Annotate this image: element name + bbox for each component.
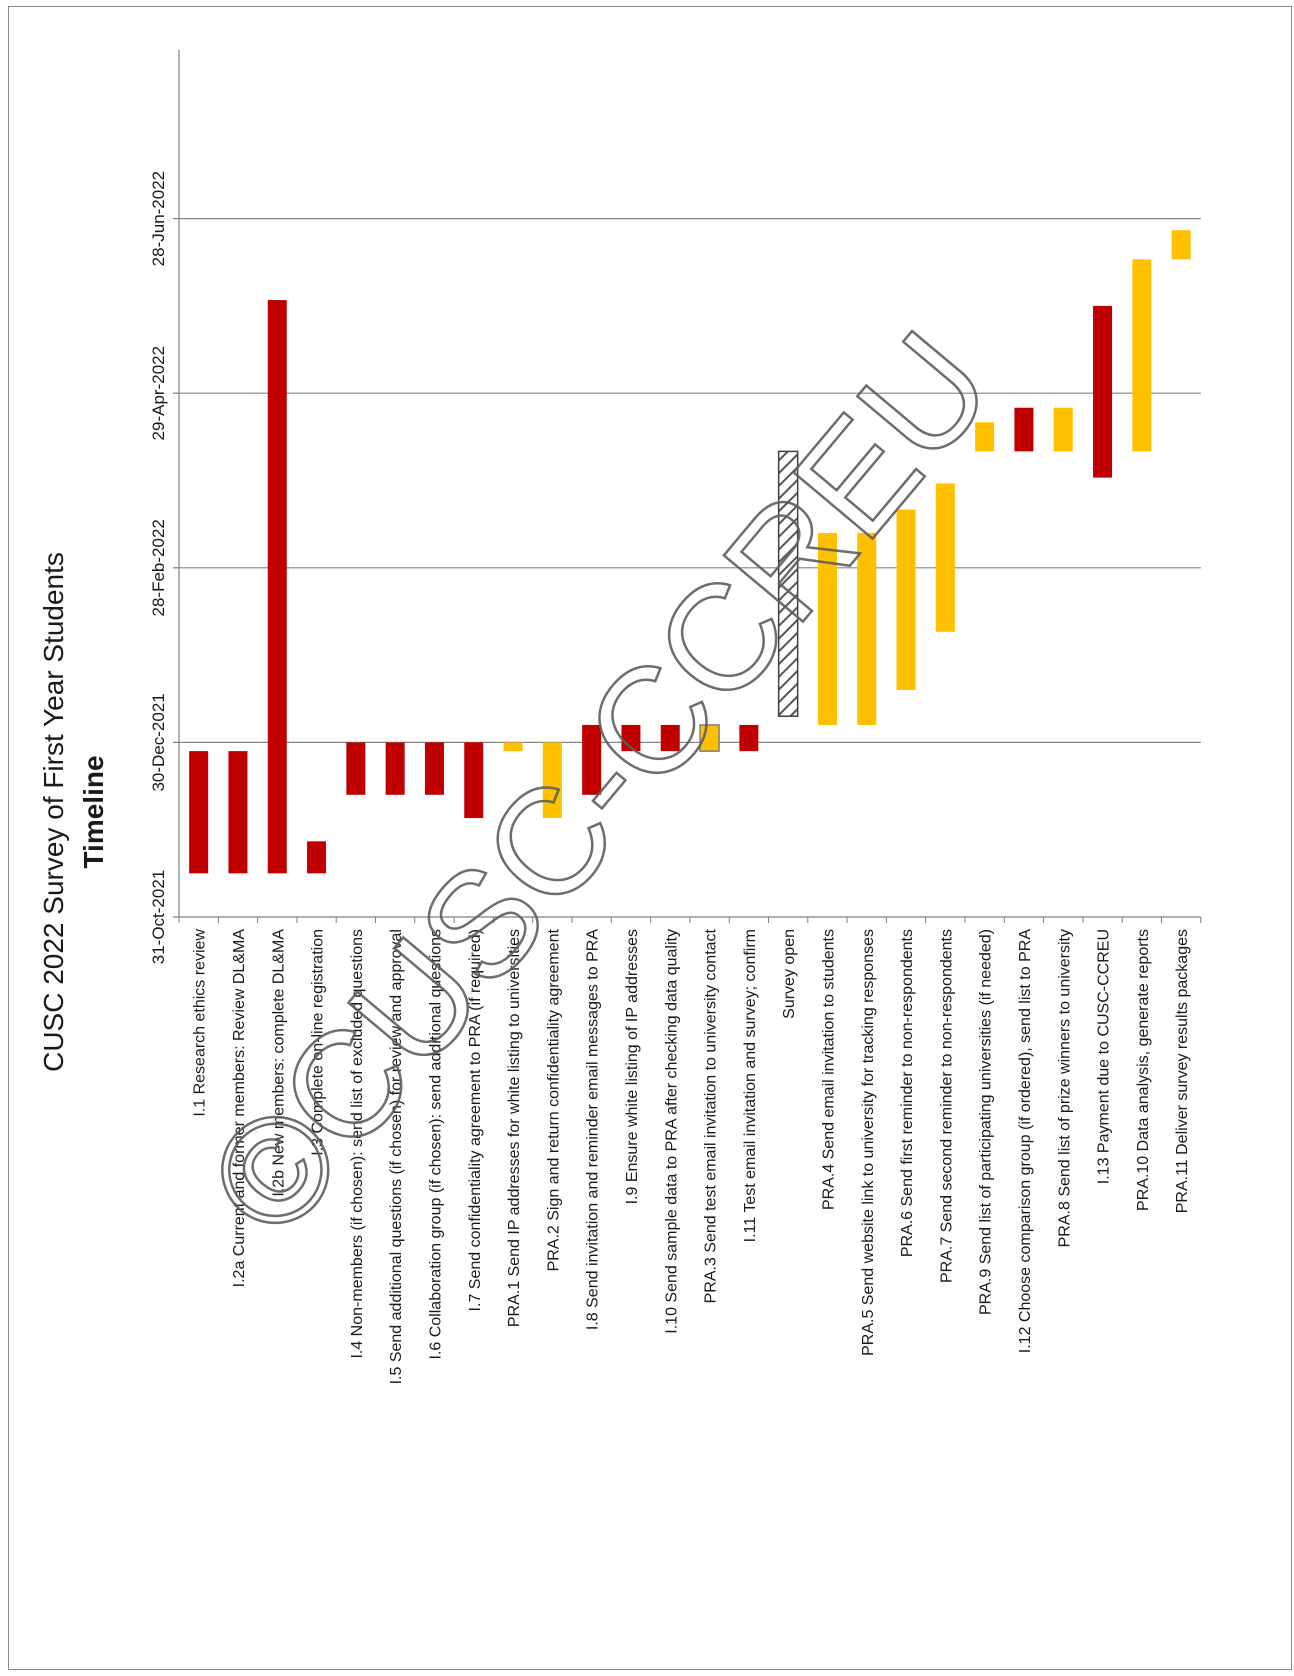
category-label: I.11 Test email invitation and survey; c… — [742, 929, 759, 1242]
category-label: PRA.7 Send second reminder to non-respon… — [938, 929, 955, 1283]
task-bar — [1053, 407, 1073, 452]
category-label: I.4 Non-members (if chosen): send list o… — [349, 929, 366, 1359]
task-bar — [817, 532, 837, 725]
task-bar — [385, 742, 405, 795]
task-bar — [503, 742, 523, 752]
task-bar — [582, 724, 602, 795]
task-bar — [228, 751, 248, 874]
category-label: PRA.11 Deliver survey results packages — [1174, 929, 1191, 1213]
task-bar — [935, 483, 955, 632]
category-label: I.3 Complete on-line registration — [310, 929, 327, 1156]
timeline-chart: 31-Oct-2021 30-Dec-2021 28-Feb-2022 29-Apr-… — [38, 49, 1202, 1385]
category-label: I.6 Collaboration group (if chosen): sen… — [427, 929, 444, 1360]
category-label: PRA.5 Send website link to university fo… — [860, 929, 877, 1356]
y-tick-label: 31-Oct-2021 — [149, 870, 168, 965]
category-label: I.13 Payment due to CUSC-CCREU — [1096, 929, 1113, 1184]
y-tick-label: 28-Jun-2022 — [149, 171, 168, 266]
category-label: PRA.4 Send email invitation to students — [820, 929, 837, 1210]
task-bar — [1093, 305, 1113, 478]
category-label: I.9 Ensure white listing of IP addresses — [624, 929, 641, 1204]
category-label: I.1 Research ethics review — [192, 929, 209, 1117]
task-bar — [346, 742, 366, 795]
category-label: I.2a Current and former members: Review … — [231, 929, 248, 1288]
category-label: I.2b New members: complete DL&MA — [270, 929, 287, 1197]
task-bar — [307, 841, 327, 874]
chart-subtitle: Timeline — [78, 755, 109, 868]
task-bar — [739, 724, 759, 752]
y-tick-label: 30-Dec-2021 — [149, 693, 168, 791]
task-bar — [975, 422, 995, 452]
task-bar — [1014, 407, 1034, 452]
task-bar — [699, 724, 720, 752]
y-tick-label: 28-Feb-2022 — [149, 519, 168, 616]
task-bar — [424, 742, 444, 795]
labels: 31-Oct-2021 30-Dec-2021 28-Feb-2022 29-Apr-… — [149, 171, 1191, 1385]
task-bar — [189, 751, 209, 874]
bars — [189, 230, 1191, 874]
task-bar — [777, 450, 799, 717]
task-bar — [660, 724, 680, 752]
category-label: PRA.1 Send IP addresses for white listin… — [506, 929, 523, 1327]
category-label: Survey open — [781, 929, 798, 1019]
category-label: PRA.9 Send list of participating univers… — [978, 929, 995, 1315]
category-label: I.7 Send confidentiality agreement to PR… — [467, 929, 484, 1311]
gridlines — [179, 218, 1201, 744]
task-bar — [267, 300, 287, 874]
chart-title: CUSC 2022 Survey of First Year Students — [38, 552, 69, 1072]
category-label: I.5 Send additional questions (if chosen… — [388, 929, 405, 1384]
axes — [173, 49, 1202, 923]
category-label: I.12 Choose comparison group (if ordered… — [1017, 929, 1034, 1354]
category-label: I.10 Send sample data to PRA after check… — [663, 929, 680, 1334]
category-label: PRA.2 Sign and return confidentiality ag… — [545, 928, 562, 1271]
task-bar — [896, 509, 916, 691]
category-label: PRA.6 Send first reminder to non-respond… — [899, 929, 916, 1257]
category-label: I.8 Send invitation and reminder email m… — [585, 929, 602, 1330]
task-bar — [464, 742, 484, 819]
category-label: PRA.8 Send list of prize winners to univ… — [1056, 929, 1073, 1247]
task-bar — [857, 532, 877, 725]
task-bar — [1171, 230, 1191, 260]
y-tick-label: 29-Apr-2022 — [149, 346, 168, 441]
chart-frame: 31-Oct-2021 30-Dec-2021 28-Feb-2022 29-Apr-… — [8, 6, 1292, 1670]
task-bar — [1132, 259, 1152, 452]
category-label: PRA.3 Send test email invitation to univ… — [703, 928, 720, 1303]
category-label: PRA.10 Data analysis, generate reports — [1135, 929, 1152, 1211]
task-bar — [621, 724, 641, 752]
task-bar — [542, 742, 562, 819]
